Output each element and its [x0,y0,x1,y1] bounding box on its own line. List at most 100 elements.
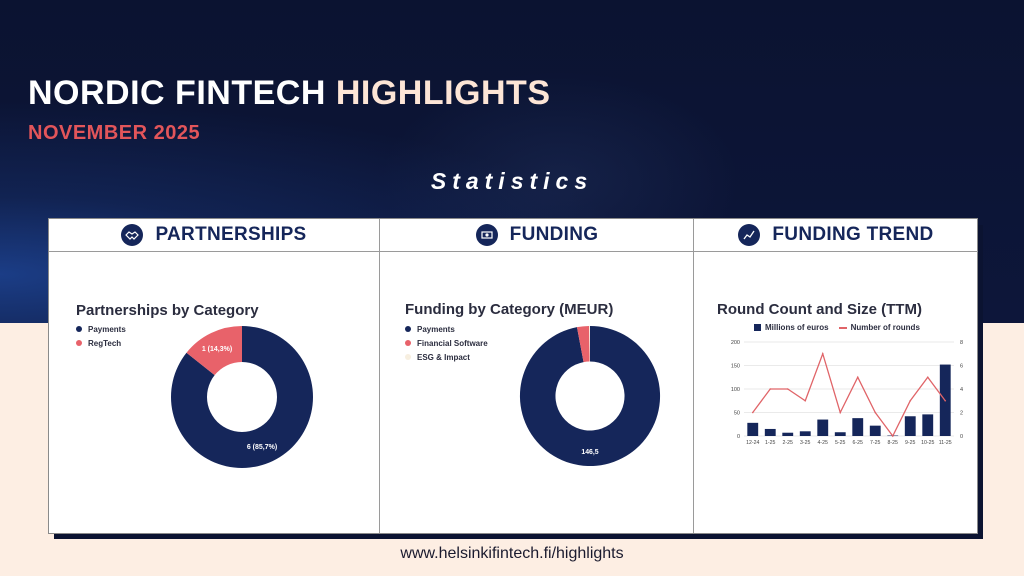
x-tick-label: 3-25 [800,440,810,446]
x-tick-label: 7-25 [870,440,880,446]
legend-swatch [405,326,411,332]
x-tick-label: 9-25 [905,440,915,446]
rounds-point-10-25 [926,376,929,379]
bar-3-25 [799,431,811,436]
legend-item: Payments [76,322,126,336]
legend-label: Payments [417,324,455,334]
legend-label: Number of rounds [850,323,920,332]
money-icon [475,224,498,246]
legend-item: RegTech [76,336,126,350]
section-label: Statistics [430,168,594,194]
legend-item: Financial Software [405,336,488,350]
legend-item: Millions of euros [754,323,829,332]
bar-9-25 [904,416,916,436]
funding-trend-heading: FUNDING TREND [772,224,934,245]
y-right-tick-label: 4 [960,387,963,393]
x-tick-label: 12-24 [746,440,759,446]
funding-trend-column: FUNDING TREND Round Count and Size (TTM)… [693,219,978,533]
bar-6-25 [852,418,864,436]
rounds-point-5-25 [839,411,842,414]
rounds-point-8-25 [891,435,894,437]
legend-label: ESG & Impact [417,352,470,362]
bar-12-24 [747,422,759,436]
funding-header: FUNDING [380,219,694,252]
y-left-tick-label: 200 [731,340,740,346]
rounds-point-12-24 [751,411,754,414]
rounds-point-1-25 [769,388,772,390]
legend-item: Number of rounds [838,323,920,332]
x-tick-label: 4-25 [818,440,828,446]
funding-donut: 146,5 [519,325,661,467]
trend-legend: Millions of euros Number of rounds [754,323,920,332]
bar-2-25 [782,432,794,436]
donut-data-label: 1 (14,3%) [202,346,232,353]
donut-slice-payments [171,326,313,468]
partnerships-heading: PARTNERSHIPS [155,224,307,245]
footer-url[interactable]: www.helsinkifintech.fi/highlights [400,545,624,562]
trend-chart-title: Round Count and Size (TTM) [717,301,922,318]
rounds-point-6-25 [856,376,859,379]
y-right-tick-label: 8 [960,340,963,346]
x-tick-label: 5-25 [835,440,845,446]
legend-label: RegTech [88,338,122,348]
bar-5-25 [834,432,846,436]
funding-trend-header: FUNDING TREND [694,219,978,252]
x-tick-label: 11-25 [939,440,952,446]
y-left-tick-label: 100 [731,387,740,393]
rounds-point-7-25 [874,411,877,414]
bar-7-25 [869,425,881,436]
x-tick-label: 10-25 [921,440,934,446]
trend-chart: 0 50 100 150 200 0 2 4 6 8 12-24 1-25 2-25 3-25 4-25 5-… [731,340,963,446]
legend-label: Financial Software [417,338,488,348]
handshake-icon [121,224,144,246]
legend-swatch [838,326,847,329]
page-subtitle: NOVEMBER 2025 [28,122,201,144]
partnerships-legend: Payments RegTech [76,322,126,350]
legend-swatch [405,354,411,360]
y-right-tick-label: 2 [960,411,963,417]
legend-label: Payments [88,324,126,334]
y-right-tick-label: 6 [960,364,963,370]
rounds-point-4-25 [821,352,824,355]
bar-10-25 [922,414,934,436]
bar-4-25 [817,419,829,436]
y-left-tick-label: 150 [731,364,740,370]
funding-heading: FUNDING [509,224,599,245]
partnerships-donut: 6 (85,7%) 1 (14,3%) [171,326,313,468]
donut-slice-esg-impact [589,325,590,362]
legend-item: Payments [405,322,488,336]
partnerships-column: PARTNERSHIPS Partnerships by Category Pa… [49,219,379,533]
legend-swatch [405,340,411,346]
legend-swatch [76,340,82,346]
y-right-tick-label: 0 [960,434,963,440]
funding-legend: Payments Financial Software ESG & Impact [405,322,488,364]
legend-swatch [76,326,82,332]
bar-1-25 [764,428,776,436]
legend-label: Millions of euros [765,323,829,332]
x-tick-label: 2-25 [783,440,793,446]
partnerships-chart-title: Partnerships by Category [76,302,259,319]
trend-icon [738,224,761,246]
page-title: NORDIC FINTECH HIGHLIGHTS [28,74,551,112]
x-tick-label: 1-25 [765,440,775,446]
legend-item: ESG & Impact [405,350,488,364]
legend-swatch [754,324,761,332]
funding-column: FUNDING Funding by Category (MEUR) Payme… [379,219,694,533]
rounds-line [752,351,946,438]
donut-data-label: 6 (85,7%) [247,444,277,451]
partnerships-header: PARTNERSHIPS [49,219,379,252]
x-tick-label: 6-25 [853,440,863,446]
donut-data-label: 146,5 [581,449,598,456]
donut-slice-financial-software [576,325,590,363]
funding-chart-title: Funding by Category (MEUR) [405,301,614,318]
rounds-point-11-25 [944,399,947,402]
y-left-tick-label: 0 [737,434,740,440]
rounds-point-2-25 [786,388,789,390]
rounds-point-9-25 [909,399,912,402]
donut-slice-regtech [186,326,242,376]
y-left-tick-label: 50 [734,411,740,417]
donut-slice-payments [519,325,661,467]
x-tick-label: 8-25 [888,440,898,446]
stats-panel: PARTNERSHIPS Partnerships by Category Pa… [48,218,978,534]
rounds-point-3-25 [804,399,807,402]
